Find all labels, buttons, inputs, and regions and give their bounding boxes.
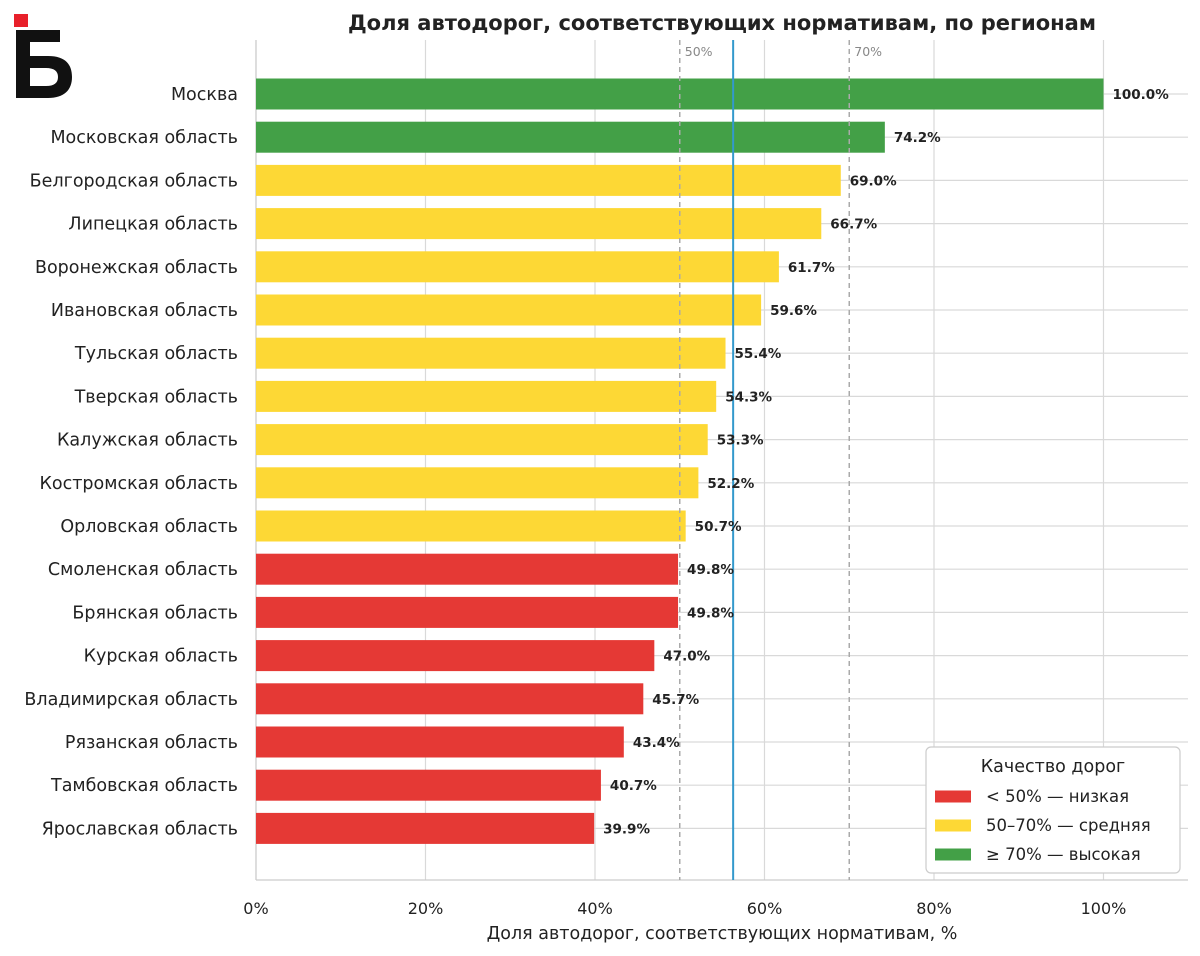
value-label: 59.6% — [770, 303, 817, 319]
category-label: Тамбовская область — [50, 776, 238, 796]
value-label: 47.0% — [663, 649, 710, 665]
bar — [256, 812, 595, 844]
value-label: 55.4% — [735, 346, 782, 362]
bar — [256, 208, 822, 240]
value-label: 100.0% — [1113, 87, 1170, 103]
bar — [256, 164, 841, 196]
category-label: Липецкая область — [68, 215, 238, 235]
chart-title: Доля автодорог, соответствующих норматив… — [348, 11, 1096, 35]
reference-line-label: 70% — [854, 44, 882, 59]
category-label: Московская область — [50, 128, 238, 148]
x-tick-label: 100% — [1081, 899, 1127, 918]
bar — [256, 467, 699, 499]
category-label: Тверская область — [74, 387, 238, 407]
value-label: 49.8% — [687, 605, 734, 621]
value-label: 49.8% — [687, 562, 734, 578]
bar — [256, 683, 644, 715]
bar — [256, 294, 762, 326]
reference-line-label: 50% — [685, 44, 713, 59]
category-label: Рязанская область — [65, 733, 238, 753]
bar — [256, 251, 779, 283]
legend-item-label: ≥ 70% — высокая — [986, 845, 1141, 864]
bar — [256, 769, 601, 801]
bar — [256, 337, 726, 369]
category-label: Воронежская область — [35, 258, 238, 278]
category-label: Тульская область — [74, 344, 238, 364]
value-label: 39.9% — [603, 821, 650, 837]
category-label: Брянская область — [72, 603, 238, 623]
legend-swatch — [935, 848, 971, 861]
category-label: Ярославская область — [42, 819, 238, 839]
category-label: Москва — [171, 85, 238, 105]
legend-title: Качество дорог — [981, 757, 1125, 777]
value-label: 74.2% — [894, 130, 941, 146]
bar — [256, 553, 679, 585]
value-label: 50.7% — [695, 519, 742, 535]
category-label: Орловская область — [60, 517, 238, 537]
x-axis-title: Доля автодорог, соответствующих норматив… — [487, 924, 958, 944]
category-label: Смоленская область — [48, 560, 238, 580]
bar — [256, 121, 885, 153]
x-tick-label: 40% — [577, 899, 613, 918]
value-label: 53.3% — [717, 433, 764, 449]
x-tick-label: 60% — [747, 899, 783, 918]
category-label: Калужская область — [57, 431, 238, 451]
legend-box — [925, 746, 1181, 874]
x-tick-label: 0% — [243, 899, 268, 918]
value-label: 66.7% — [830, 217, 877, 233]
value-label: 40.7% — [610, 778, 657, 794]
category-label: Владимирская область — [24, 690, 238, 710]
legend-item-label: 50–70% — средняя — [986, 816, 1151, 835]
category-label: Ивановская область — [51, 301, 238, 321]
value-label: 69.0% — [850, 173, 897, 189]
category-label: Курская область — [84, 647, 238, 667]
value-label: 43.4% — [633, 735, 680, 751]
bar — [256, 726, 624, 758]
bar — [256, 424, 708, 456]
business-online-logo — [14, 14, 72, 98]
legend-item-label: < 50% — низкая — [986, 787, 1129, 806]
value-label: 61.7% — [788, 260, 835, 276]
legend-swatch — [935, 819, 971, 832]
bar — [256, 380, 717, 412]
value-label: 54.3% — [725, 389, 772, 405]
category-label: Белгородская область — [30, 171, 238, 191]
category-label: Костромская область — [39, 474, 238, 494]
x-tick-label: 80% — [916, 899, 952, 918]
legend-swatch — [935, 790, 971, 803]
value-label: 52.2% — [707, 476, 754, 492]
bar — [256, 596, 679, 628]
bar — [256, 510, 686, 542]
bar — [256, 640, 655, 672]
x-tick-label: 20% — [408, 899, 444, 918]
value-label: 45.7% — [652, 692, 699, 708]
